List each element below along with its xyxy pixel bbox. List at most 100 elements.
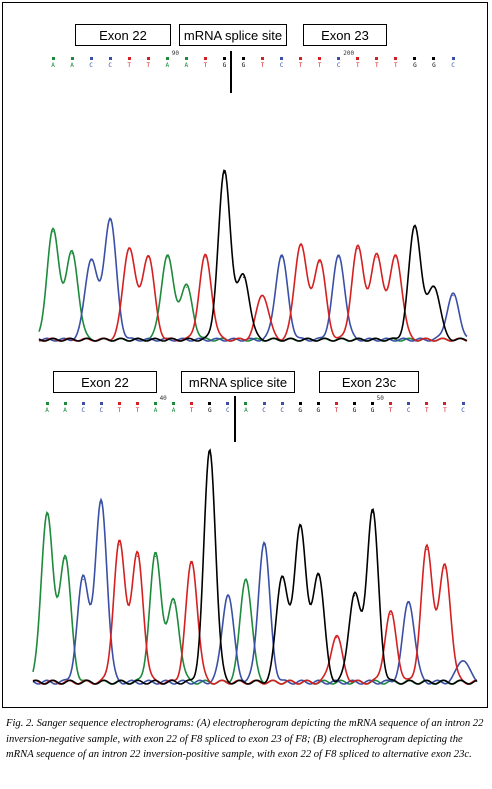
- base-call-b-23: C: [459, 402, 467, 414]
- position-marker-a-0: 90: [171, 50, 180, 57]
- base-call-b-13: C: [278, 402, 286, 414]
- base-call-a-21: C: [449, 57, 457, 69]
- base-call-b-4: T: [115, 402, 123, 414]
- peak-a-6: [166, 256, 168, 258]
- base-call-b-18: G: [369, 402, 377, 414]
- peak-b-13: [281, 576, 283, 578]
- base-call-b-11: A: [242, 402, 250, 414]
- base-call-a-7: A: [182, 57, 190, 69]
- base-call-a-10: G: [239, 57, 247, 69]
- peak-a-3: [109, 219, 111, 221]
- peak-b-2: [82, 579, 84, 581]
- peak-b-14: [299, 525, 301, 527]
- trace-t-b: [32, 539, 477, 685]
- label-exon-22-a: Exon 22: [75, 24, 171, 46]
- base-call-a-1: A: [68, 57, 76, 69]
- peak-b-4: [118, 544, 120, 546]
- peak-a-18: [395, 256, 397, 258]
- electropherogram-a: [38, 169, 468, 342]
- base-call-a-13: T: [297, 57, 305, 69]
- peak-b-11: [245, 579, 247, 581]
- peak-a-17: [376, 256, 378, 258]
- base-call-b-8: T: [188, 402, 196, 414]
- trace-g-b: [32, 448, 478, 685]
- peak-a-13: [300, 244, 302, 246]
- sequence-row-a: A A C C T T A A T G G T C T T C T T T G G C 90 200: [3, 50, 487, 75]
- peak-a-10: [242, 276, 245, 278]
- position-marker-a-1: 200: [343, 50, 355, 57]
- base-call-a-6: A: [163, 57, 171, 69]
- peak-b-16: [335, 637, 337, 639]
- peak-b-5: [136, 555, 138, 557]
- base-call-b-7: A: [170, 402, 178, 414]
- peak-b-15: [317, 574, 319, 576]
- peak-a-8: [204, 256, 206, 258]
- base-call-b-15: G: [314, 402, 322, 414]
- trace-g-a: [38, 169, 468, 342]
- position-marker-b-1: 50: [376, 395, 384, 402]
- peak-a-7: [185, 286, 187, 288]
- peak-b-20: [408, 602, 410, 604]
- base-call-a-19: G: [411, 57, 419, 69]
- electropherogram-b: [32, 448, 478, 685]
- peak-a-19: [414, 226, 416, 228]
- peak-a-5: [147, 256, 149, 258]
- base-call-a-4: T: [125, 57, 133, 69]
- base-call-b-19: T: [387, 402, 395, 414]
- figure-caption: Fig. 2. Sanger sequence electropherogram…: [6, 718, 484, 760]
- trace-c-b: [32, 497, 478, 685]
- peak-b-1: [64, 558, 66, 560]
- base-call-b-2: C: [79, 402, 87, 414]
- base-call-a-9: G: [220, 57, 228, 69]
- splice-marker-a: [230, 51, 232, 93]
- peak-a-9: [223, 172, 225, 174]
- peak-a-0: [52, 231, 54, 233]
- base-call-a-17: T: [373, 57, 381, 69]
- base-call-b-5: T: [133, 402, 141, 414]
- peak-b-21: [426, 548, 428, 550]
- peak-b-8: [191, 562, 193, 564]
- base-call-a-20: G: [430, 57, 438, 69]
- peak-a-12: [281, 256, 283, 258]
- base-call-b-3: C: [97, 402, 105, 414]
- base-call-a-18: T: [392, 57, 400, 69]
- base-call-a-12: C: [278, 57, 286, 69]
- base-call-a-8: T: [201, 57, 209, 69]
- base-call-b-22: T: [441, 402, 449, 414]
- splice-marker-b: [234, 396, 236, 442]
- base-call-a-11: T: [259, 57, 267, 69]
- base-call-b-17: G: [350, 402, 358, 414]
- base-call-b-14: G: [296, 402, 304, 414]
- base-call-a-2: C: [87, 57, 95, 69]
- peak-b-9: [209, 451, 211, 453]
- base-call-b-1: A: [61, 402, 69, 414]
- base-call-b-20: C: [405, 402, 413, 414]
- base-call-b-21: T: [423, 402, 431, 414]
- peak-b-0: [46, 514, 48, 516]
- base-call-b-16: T: [332, 402, 340, 414]
- peak-b-3: [100, 502, 102, 504]
- base-call-a-15: C: [335, 57, 343, 69]
- peak-a-16: [357, 248, 359, 250]
- base-call-b-9: G: [206, 402, 214, 414]
- base-call-a-14: T: [316, 57, 324, 69]
- label-splice-site-a: mRNA splice site: [179, 24, 287, 46]
- label-splice-site-b: mRNA splice site: [181, 371, 295, 393]
- label-exon-23-a: Exon 23: [303, 24, 387, 46]
- peak-b-17: [353, 595, 356, 597]
- peak-a-4: [128, 248, 130, 250]
- peak-a-1: [71, 253, 73, 255]
- peak-b-19: [390, 613, 392, 615]
- peak-a-20: [433, 286, 435, 288]
- peak-b-10: [227, 595, 229, 597]
- trace-a-b: [32, 511, 478, 685]
- peak-a-2: [90, 259, 92, 261]
- peak-b-7: [173, 602, 175, 604]
- peak-b-22: [444, 567, 446, 569]
- base-call-b-0: A: [43, 402, 51, 414]
- base-call-a-0: A: [49, 57, 57, 69]
- peak-b-18: [372, 511, 374, 513]
- peak-b-12: [263, 544, 265, 546]
